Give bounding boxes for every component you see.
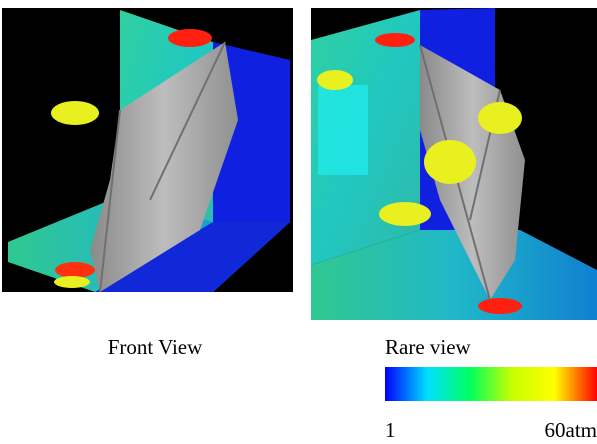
figure: Front View Rare view 1 60atm xyxy=(0,0,597,444)
colorbar xyxy=(385,367,597,401)
panel-caption: Rare view xyxy=(385,335,472,359)
page: Front View Rare view 160atm (() => { con… xyxy=(0,0,597,444)
panel-caption: Front View xyxy=(108,335,203,359)
colorbar-tick-label: 1 xyxy=(385,418,396,442)
colorbar-tick-label: 60atm xyxy=(545,418,597,442)
front-view-image xyxy=(2,8,293,292)
rear-view-image xyxy=(311,8,597,320)
